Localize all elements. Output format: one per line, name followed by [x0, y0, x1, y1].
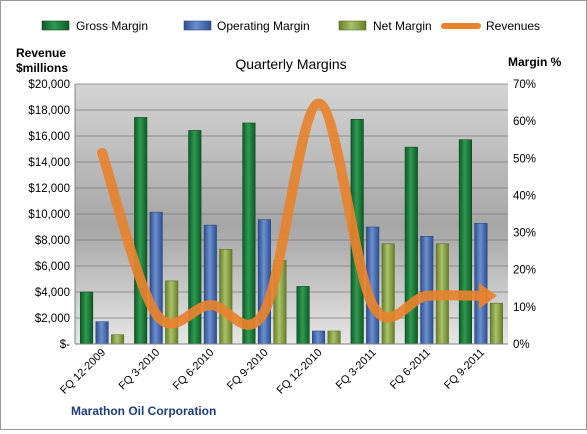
legend-label-revenues: Revenues: [486, 19, 540, 33]
x-axis-ticks: FQ 12-2009 FQ 3-2010 FQ 6-2010 FQ 9-2010 FQ …: [58, 347, 487, 397]
bar-net-margin: [489, 302, 503, 345]
left-tick-label: $20,000: [28, 79, 70, 91]
bar-net-margin: [219, 248, 233, 345]
bar-operating-margin: [95, 321, 109, 345]
bar-gross-margin: [242, 122, 256, 345]
right-tick-label: 20%: [513, 265, 536, 277]
bar-gross-margin: [458, 139, 472, 345]
bar-net-margin: [165, 280, 179, 345]
right-tick-label: 40%: [513, 190, 536, 202]
left-tick-label: $18,000: [28, 105, 70, 117]
x-tick-label: FQ 6-2011: [388, 347, 433, 392]
left-tick-label: $-: [60, 339, 70, 351]
right-tick-label: 60%: [513, 116, 536, 128]
revenues-line-path: [97, 98, 486, 330]
legend: Gross Margin Operating Margin Net Margin…: [41, 19, 540, 33]
legend-swatch-net-margin: [338, 20, 367, 31]
right-tick-label: 50%: [513, 153, 536, 165]
bar-gross-margin: [404, 146, 418, 345]
legend-item-net-margin: Net Margin: [338, 19, 432, 33]
bar-operating-margin: [474, 222, 488, 345]
legend-item-revenues: Revenues: [441, 19, 540, 33]
bar-operating-margin: [312, 330, 326, 345]
x-tick-label: FQ 9-2010: [225, 347, 271, 393]
x-tick-label: FQ 9-2011: [442, 347, 487, 392]
left-tick-label: $4,000: [35, 287, 70, 299]
right-tick-label: 10%: [513, 302, 536, 314]
legend-label-gross-margin: Gross Margin: [76, 19, 148, 33]
legend-label-operating-margin: Operating Margin: [217, 19, 310, 33]
company-name: Marathon Oil Corporation: [71, 404, 216, 418]
bar-gross-margin: [296, 286, 310, 345]
x-tick-label: FQ 12-2010: [275, 347, 325, 397]
legend-swatch-operating-margin: [183, 20, 212, 31]
legend-item-gross-margin: Gross Margin: [41, 19, 148, 33]
right-axis-title: Margin %: [508, 55, 562, 69]
left-tick-label: $8,000: [35, 235, 70, 247]
bar-operating-margin: [203, 224, 217, 345]
left-tick-label: $16,000: [28, 131, 70, 143]
chart-title: Quarterly Margins: [235, 56, 346, 72]
left-axis-title-line2: $millions: [16, 61, 68, 75]
x-tick-label: FQ 12-2009: [58, 347, 108, 397]
right-tick-label: 30%: [513, 228, 536, 240]
revenues-line: [97, 98, 497, 330]
left-tick-label: $14,000: [28, 157, 70, 169]
left-axis-ticks: $- $2,000 $4,000 $6,000 $8,000 $10,000 $12,000…: [28, 79, 70, 351]
left-tick-label: $6,000: [35, 261, 70, 273]
x-tick-label: FQ 3-2010: [117, 347, 163, 393]
bar-net-margin: [327, 330, 341, 345]
x-tick-label: FQ 6-2010: [171, 347, 217, 393]
revenues-arrowhead: [478, 282, 497, 309]
bar-operating-margin: [420, 235, 434, 345]
right-tick-label: 0%: [513, 339, 530, 351]
bar-gross-margin: [134, 117, 148, 345]
legend-swatch-gross-margin: [41, 20, 70, 31]
bar-net-margin: [381, 243, 395, 345]
bar-net-margin: [111, 334, 125, 345]
left-tick-label: $2,000: [35, 313, 70, 325]
left-tick-label: $10,000: [28, 209, 70, 221]
bar-gross-margin: [80, 291, 94, 345]
left-tick-label: $12,000: [28, 183, 70, 195]
x-tick-label: FQ 3-2011: [334, 347, 379, 392]
right-axis-ticks: 0% 10% 20% 30% 40% 50% 60% 70%: [513, 79, 536, 351]
legend-label-net-margin: Net Margin: [373, 19, 432, 33]
left-axis-title-line1: Revenue: [16, 46, 66, 60]
right-tick-label: 70%: [513, 79, 536, 91]
legend-item-operating-margin: Operating Margin: [183, 19, 310, 33]
